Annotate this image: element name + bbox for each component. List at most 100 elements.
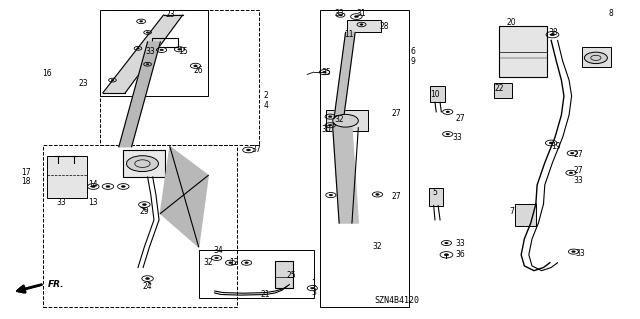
Bar	[494, 83, 511, 98]
Text: 16: 16	[42, 69, 51, 78]
Text: 4: 4	[263, 101, 268, 110]
Text: 25: 25	[287, 271, 296, 280]
Circle shape	[569, 172, 573, 174]
Text: 15: 15	[178, 47, 188, 56]
Circle shape	[328, 116, 332, 117]
Text: 22: 22	[494, 84, 504, 93]
Text: 12: 12	[229, 258, 239, 267]
Polygon shape	[103, 15, 182, 93]
Text: 32: 32	[334, 115, 344, 124]
Circle shape	[122, 185, 125, 188]
Bar	[430, 86, 445, 102]
Text: 35: 35	[321, 68, 332, 77]
Circle shape	[328, 124, 332, 126]
Bar	[499, 26, 547, 77]
Text: 33: 33	[456, 239, 465, 248]
Text: 19: 19	[552, 142, 561, 151]
Text: 20: 20	[507, 19, 516, 27]
Circle shape	[376, 194, 380, 195]
Bar	[275, 261, 293, 288]
Text: 27: 27	[392, 109, 401, 118]
Text: 36: 36	[456, 250, 465, 259]
Polygon shape	[119, 42, 161, 147]
Bar	[582, 47, 611, 67]
Text: 1: 1	[311, 279, 316, 288]
Text: 14: 14	[88, 181, 98, 189]
Text: 27: 27	[574, 166, 584, 175]
Circle shape	[246, 149, 250, 151]
Circle shape	[570, 152, 574, 154]
Circle shape	[106, 185, 110, 188]
Bar	[100, 10, 208, 96]
Circle shape	[446, 111, 449, 113]
Text: 38: 38	[548, 28, 558, 37]
Circle shape	[142, 204, 147, 206]
Text: 18: 18	[22, 177, 31, 186]
Bar	[429, 188, 443, 205]
Text: 26: 26	[194, 66, 204, 75]
Text: 34: 34	[213, 246, 223, 255]
Circle shape	[194, 65, 197, 67]
Text: 33: 33	[452, 133, 462, 142]
Text: 11: 11	[344, 30, 353, 39]
Circle shape	[355, 16, 358, 18]
Text: 5: 5	[433, 188, 437, 197]
Circle shape	[584, 52, 607, 63]
Text: 17: 17	[21, 168, 31, 177]
Text: 32: 32	[372, 242, 382, 251]
Circle shape	[127, 156, 159, 172]
Text: 3: 3	[311, 288, 316, 297]
Circle shape	[444, 254, 449, 256]
Bar	[326, 110, 368, 131]
Text: 27: 27	[392, 191, 401, 201]
Text: 2: 2	[263, 92, 268, 100]
Text: 24: 24	[143, 282, 152, 291]
Text: 10: 10	[430, 90, 440, 99]
Circle shape	[111, 79, 114, 81]
Bar	[47, 156, 87, 197]
Circle shape	[145, 278, 150, 280]
Text: SZN4B4120: SZN4B4120	[374, 296, 419, 305]
Circle shape	[146, 63, 149, 65]
Text: 33: 33	[146, 47, 156, 56]
Bar	[320, 10, 410, 307]
Text: 23: 23	[165, 11, 175, 19]
Circle shape	[360, 24, 363, 25]
Text: 37: 37	[252, 145, 261, 154]
Circle shape	[310, 287, 314, 289]
Circle shape	[446, 133, 449, 135]
Text: 32: 32	[204, 258, 213, 267]
Circle shape	[160, 49, 163, 51]
Bar	[44, 145, 237, 307]
Polygon shape	[333, 128, 358, 223]
Text: 8: 8	[608, 9, 613, 18]
Text: 9: 9	[410, 56, 415, 65]
Circle shape	[572, 251, 575, 253]
Text: 6: 6	[410, 47, 415, 56]
Text: 13: 13	[88, 198, 98, 207]
Circle shape	[549, 142, 553, 144]
Bar	[198, 250, 314, 298]
Circle shape	[244, 262, 248, 263]
Text: 23: 23	[79, 79, 88, 88]
Bar	[124, 150, 166, 177]
Circle shape	[550, 33, 555, 36]
Circle shape	[178, 48, 181, 50]
Text: 29: 29	[140, 207, 149, 216]
Text: 21: 21	[261, 290, 271, 299]
Circle shape	[215, 257, 218, 259]
Text: 7: 7	[509, 207, 514, 216]
Circle shape	[146, 32, 149, 33]
Circle shape	[445, 242, 448, 244]
Circle shape	[329, 194, 333, 196]
Circle shape	[339, 14, 342, 16]
Circle shape	[333, 115, 358, 127]
Circle shape	[137, 48, 140, 49]
Text: 33: 33	[574, 176, 584, 185]
Text: FR.: FR.	[47, 280, 64, 289]
Bar	[152, 38, 178, 47]
Text: 27: 27	[456, 114, 465, 123]
Circle shape	[323, 71, 326, 73]
Text: 33: 33	[334, 9, 344, 18]
Circle shape	[92, 185, 95, 188]
